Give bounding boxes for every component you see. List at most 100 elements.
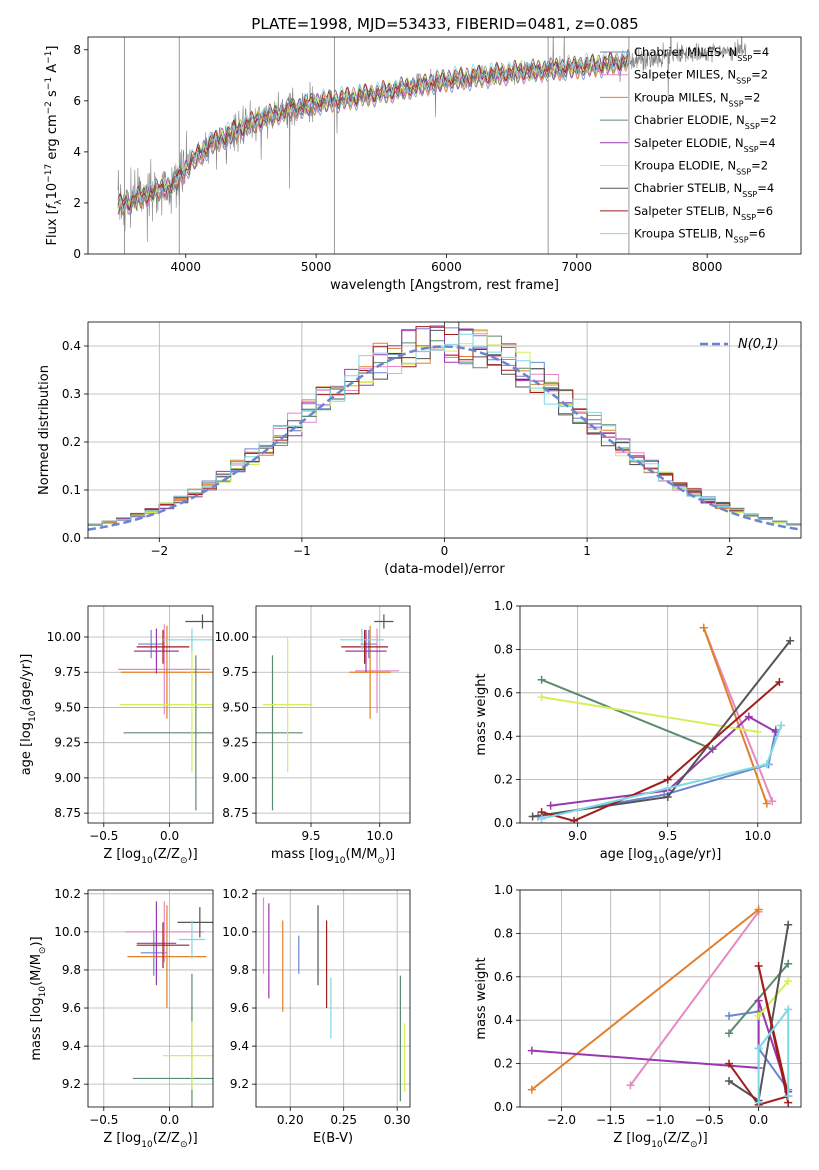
age_vs_z-ytick-label: 9.25 [54, 736, 81, 750]
weight_vs_age-series-marker [663, 775, 672, 784]
mass_vs_ebv-ytick-label: 9.4 [230, 1039, 249, 1053]
weight_vs_age-series-marker [775, 677, 784, 686]
weight_vs_age-series-marker [537, 675, 546, 684]
age_vs_mass-ytick-label: 9.25 [222, 736, 249, 750]
weight_vs_age-series-marker [528, 812, 537, 821]
residuals-xtick-label: 2 [726, 544, 734, 558]
mass_vs_z-xlabel-part: ⊙ [180, 1140, 188, 1150]
legend-entry: Salpeter MILES, NSSP=2 [634, 68, 768, 86]
spectrum-xtick-label: 7000 [562, 260, 593, 274]
legend-name: Salpeter STELIB, N [634, 204, 741, 218]
legend-count: =2 [751, 159, 768, 173]
legend-entry: Chabrier STELIB, NSSP=4 [634, 181, 774, 199]
mass_vs_ebv-xtick-label: 0.25 [330, 1113, 357, 1127]
age_vs_z-ytick-label: 8.75 [54, 806, 81, 820]
figure-title: PLATE=1998, MJD=53433, FIBERID=0481, z=0… [251, 15, 638, 33]
spectrum-ylabel-part: −1 [44, 51, 54, 64]
mass_vs_z-ytick-label: 9.4 [62, 1039, 81, 1053]
age_vs_z-ytick-label: 9.00 [54, 771, 81, 785]
mass_vs_z-xlabel-part: )] [188, 1131, 198, 1146]
residuals-plot-area [88, 322, 801, 531]
weight_vs_z-series-marker [784, 977, 793, 986]
legend-name: Kroupa MILES, N [634, 90, 729, 104]
spectrum-xtick-label: 4000 [170, 260, 201, 274]
weight_vs_z-series-marker [754, 1098, 763, 1107]
age_vs_mass-panel: 9.5 10.0 8.75 9.00 9.25 9.50 9.75 10.00 mass [lo… [215, 605, 411, 866]
legend-count: =2 [760, 113, 777, 127]
age_vs_z-xlabel-part: ⊙ [180, 856, 188, 866]
weight_vs_age-series-marker [786, 636, 795, 645]
residuals-ytick-label: 0.4 [62, 339, 81, 353]
weight_vs_age-xlabel-part: (age/yr)] [664, 847, 721, 862]
age_vs_mass-xlabel-part: mass [log [271, 847, 334, 862]
weight_vs_z-xlabel-part: ⊙ [690, 1140, 698, 1150]
weight_vs_z-series-marker [527, 1046, 536, 1055]
age_vs_z-ytick-label: 9.50 [54, 700, 81, 714]
age_vs_mass-ytick-label: 9.00 [222, 771, 249, 785]
spectrum-model-line [117, 52, 630, 215]
age_vs_z-frame [87, 605, 214, 824]
weight_vs_z-xtick-label: −0.5 [695, 1113, 724, 1127]
mass_vs_z-plot-area [124, 901, 213, 1107]
mass_vs_z-ylabel-part: 10 [38, 986, 48, 998]
weight_vs_z-series-marker [784, 920, 793, 929]
age_vs_z-xlabel: Z [log10(Z/Z⊙)] [103, 847, 197, 866]
legend-count: =4 [759, 136, 776, 150]
spectrum-panel: 4000 5000 6000 7000 8000 0 2 4 6 8 wavelength [Ang… [44, 36, 802, 293]
weight_vs_age-xtick-label: 9.0 [568, 829, 587, 843]
weight_vs_age-frame [519, 605, 802, 824]
weight_vs_z-series-marker [754, 1011, 763, 1020]
weight_vs_z-ytick-label: 1.0 [494, 883, 513, 897]
legend-name: Chabrier MILES, N [634, 45, 737, 59]
weight_vs_age-series-marker [663, 792, 672, 801]
mass_vs_ebv-panel: 0.20 0.25 0.30 9.2 9.4 9.6 9.8 10.0 10.2 E(B-V) [222, 887, 410, 1146]
spectrum-plot-area [117, 37, 747, 254]
mass_vs_ebv-ytick-label: 10.2 [222, 887, 249, 901]
spectrum-model-line [117, 50, 630, 211]
legend-name: Kroupa STELIB, N [634, 227, 734, 241]
weight_vs_z-plot-area [527, 905, 793, 1107]
weight_vs_age-ytick-label: 1.0 [494, 599, 513, 613]
weight_vs_z-xlabel: Z [log10(Z/Z⊙)] [613, 1131, 707, 1150]
mass_vs_z-frame [87, 889, 214, 1108]
age_vs_z-xlabel-part: (Z/Z [153, 847, 180, 862]
legend-entry: Salpeter STELIB, NSSP=6 [634, 204, 773, 222]
age_vs_mass-xtick-label: 9.5 [301, 829, 320, 843]
weight_vs_z-ylabel: mass weight [474, 957, 489, 1039]
age_vs_mass-ytick-label: 10.00 [215, 630, 249, 644]
gaussian-curve [88, 345, 801, 531]
spectrum-ylabel-part: f [45, 202, 60, 209]
weight_vs_age-series-marker [537, 693, 546, 702]
weight_vs_z-xtick-label: −1.0 [645, 1113, 674, 1127]
legend-sub: SSP [745, 122, 760, 131]
weight_vs_age-series-marker [777, 721, 786, 730]
residuals-frame [87, 321, 802, 539]
weight_vs_z-series-line [531, 908, 760, 1091]
weight_vs_z-series-marker [754, 905, 763, 914]
residual-histogram-7 [88, 326, 801, 526]
spectrum-ytick-label: 2 [73, 196, 81, 210]
weight_vs_age-series-marker [546, 801, 555, 810]
legend-name: Chabrier STELIB, N [634, 181, 742, 195]
weight_vs_age-xtick-label: 9.5 [658, 829, 677, 843]
residuals-xtick-label: −2 [150, 544, 168, 558]
weight_vs_z-series-marker [784, 959, 793, 968]
residuals-xlabel: (data-model)/error [384, 562, 505, 577]
age_vs_z-ytick-label: 9.75 [54, 665, 81, 679]
legend-name: Salpeter ELODIE, N [634, 136, 744, 150]
spectrum-xlabel: wavelength [Angstrom, rest frame] [330, 278, 559, 293]
weight_vs_age-ytick-label: 0.6 [494, 686, 513, 700]
residuals-panel: −2 −1 0 1 2 0.0 0.1 0.2 0.3 0.4 (data-model)/error… [37, 321, 802, 577]
weight_vs_z-xtick-label: −1.5 [596, 1113, 625, 1127]
age_vs_mass-frame [255, 605, 411, 824]
legend-count: =2 [744, 90, 761, 104]
residuals-ylabel: Normed distribution [37, 365, 52, 495]
mass_vs_z-xlabel-part: (Z/Z [153, 1131, 180, 1146]
weight_vs_z-series-marker [784, 1005, 793, 1014]
weight_vs_age-ytick-label: 0.8 [494, 642, 513, 656]
weight_vs_z-xlabel-part: Z [log [613, 1131, 651, 1146]
residuals-xtick-label: −1 [293, 544, 311, 558]
mass_vs_ebv-xlabel: E(B-V) [313, 1131, 353, 1146]
mass_vs_ebv-frame [255, 889, 411, 1108]
